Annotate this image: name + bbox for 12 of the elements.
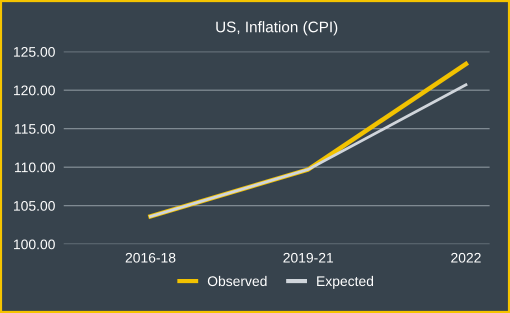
legend-label: Expected (317, 276, 374, 289)
x-tick-label: 2019-21 (283, 252, 334, 263)
x-tick-label: 2016-18 (126, 252, 176, 263)
y-tick-label: 105.00 (14, 200, 55, 211)
chart-title: US, Inflation (CPI) (216, 21, 338, 36)
y-tick-label: 100.00 (14, 239, 55, 250)
y-tick-label: 125.00 (14, 46, 55, 57)
legend-label: Observed (208, 276, 267, 286)
x-tick-label: 2022 (451, 252, 481, 263)
y-tick-label: 110.00 (15, 162, 55, 172)
y-tick-label: 115.00 (15, 124, 55, 134)
y-tick-label: 120.00 (14, 85, 55, 96)
